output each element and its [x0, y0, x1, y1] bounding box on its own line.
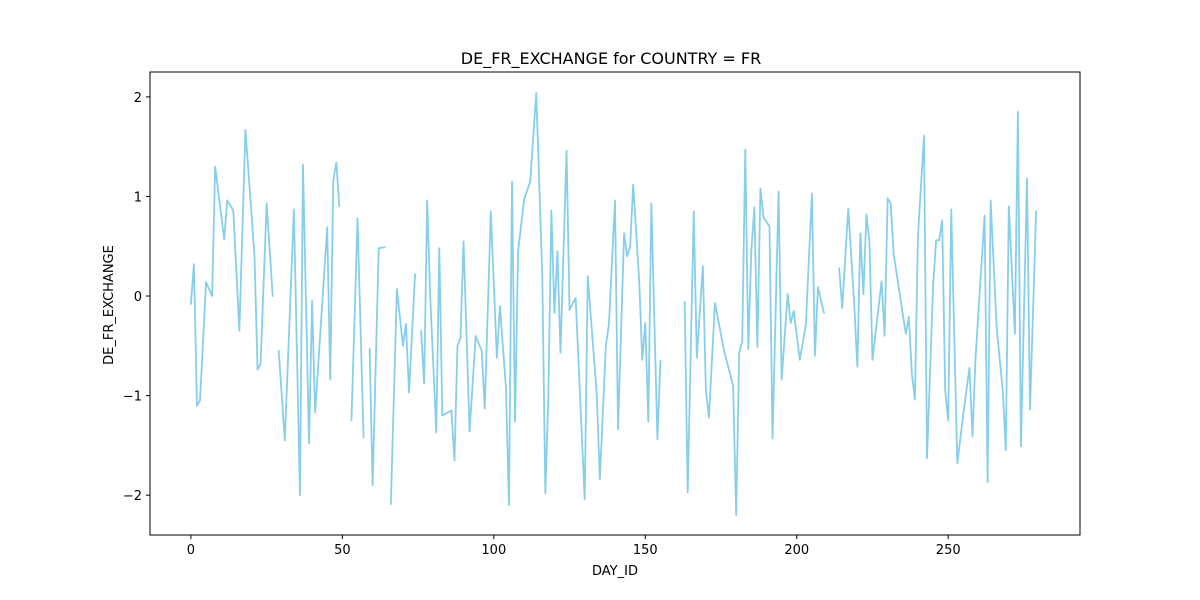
series-line-segment-0-2 — [350, 217, 365, 439]
y-tick-label--1: −1 — [123, 390, 142, 405]
x-tick-label-100: 100 — [481, 543, 506, 558]
y-tick-label-0: 0 — [134, 290, 142, 305]
chart-title: DE_FR_EXCHANGE for COUNTRY = FR — [461, 49, 761, 69]
plot-frame — [149, 71, 1081, 536]
plot-area: 0 50 100 150 200 250 −2 −1 0 1 2 — [123, 71, 1081, 558]
y-tick-label-2: 2 — [134, 91, 142, 106]
x-tick-label-50: 50 — [334, 543, 351, 558]
y-tick-label--2: −2 — [123, 489, 142, 504]
series-line-segment-0-6 — [683, 148, 825, 516]
series-line-segment-0-7 — [838, 110, 1037, 484]
y-tick-label-1: 1 — [134, 190, 142, 205]
x-tick-label-0: 0 — [187, 543, 195, 558]
series-line-segment-0-0 — [189, 128, 274, 407]
series-line-segment-0-1 — [277, 161, 341, 497]
x-axis-label: DAY_ID — [592, 564, 638, 579]
series-line-segment-0-3 — [368, 246, 386, 487]
series-line-segment-0-5 — [420, 92, 662, 507]
x-tick-label-150: 150 — [633, 543, 658, 558]
y-axis-label: DE_FR_EXCHANGE — [102, 245, 117, 365]
x-tick-label-250: 250 — [936, 543, 961, 558]
x-tick-label-200: 200 — [784, 543, 809, 558]
series-line-segment-0-4 — [389, 273, 416, 506]
